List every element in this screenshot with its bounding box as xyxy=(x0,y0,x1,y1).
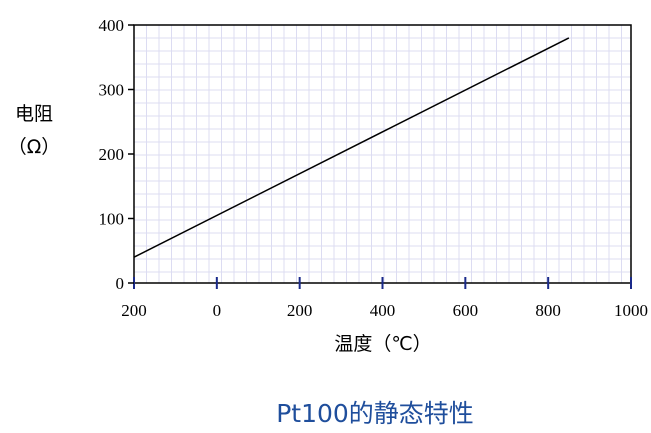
chart-title: Pt100的静态特性 xyxy=(276,399,474,428)
y-axis-label-line2: （Ω） xyxy=(8,136,61,158)
y-axis-label-line1: 电阻 xyxy=(15,103,53,125)
grid xyxy=(134,25,631,283)
x-tick-label: 800 xyxy=(535,301,561,320)
axis-ticks xyxy=(128,24,632,289)
series-line xyxy=(133,37,570,258)
tick-labels: 200 0 200 400 600 800 1000 0 100 200 300 400 xyxy=(99,16,649,320)
y-tick-label: 300 xyxy=(99,81,125,100)
x-tick-label: 0 xyxy=(213,301,222,320)
x-tick-label: 600 xyxy=(453,301,479,320)
x-tick-label: 200 xyxy=(121,301,147,320)
y-tick-label: 100 xyxy=(99,210,125,229)
y-tick-label: 200 xyxy=(99,145,125,164)
x-tick-label: 400 xyxy=(370,301,396,320)
y-tick-label: 400 xyxy=(99,16,125,35)
x-axis-label: 温度（℃） xyxy=(334,333,431,355)
series xyxy=(133,37,570,258)
x-tick-label: 200 xyxy=(287,301,313,320)
x-tick-label: 1000 xyxy=(614,301,648,320)
y-tick-label: 0 xyxy=(116,274,125,293)
